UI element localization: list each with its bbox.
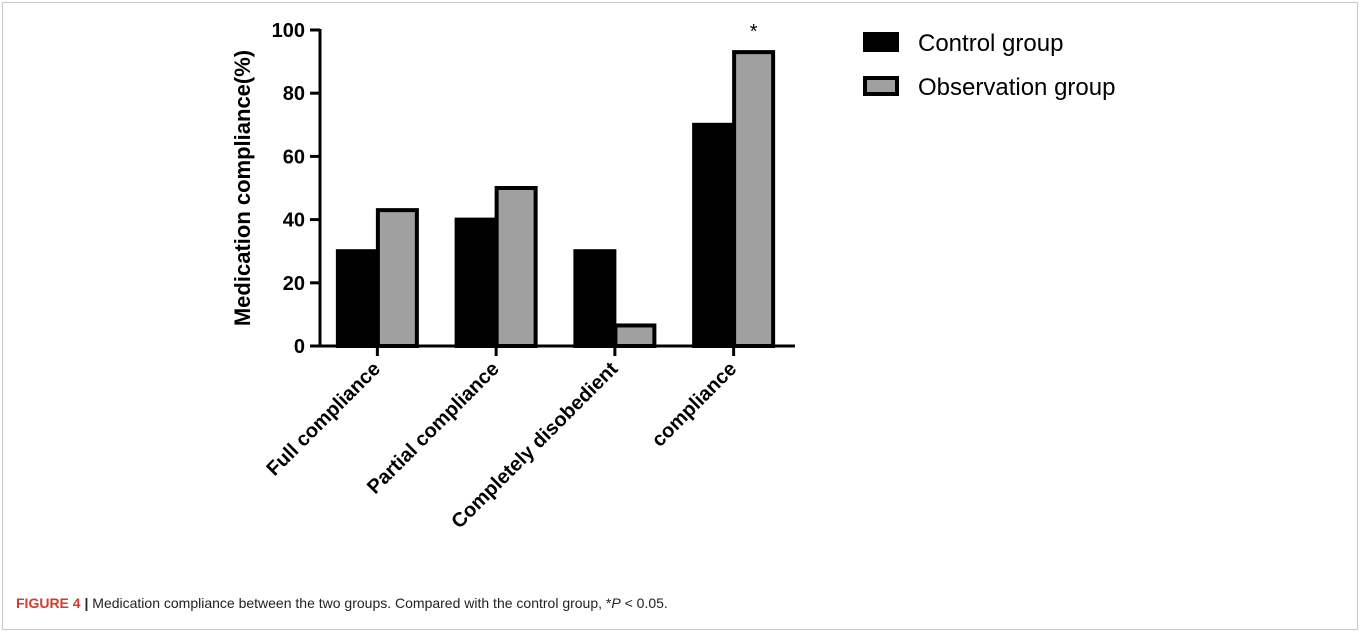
legend-label-0: Control group [918,30,1063,57]
bar-observation-1 [494,186,538,348]
bar-control-3 [692,122,736,348]
caption-figure-label: FIGURE 4 [16,595,81,611]
bar-control-2 [573,249,617,348]
y-axis-label: Medication compliance(%) [230,50,255,326]
legend-swatch-1 [863,76,899,96]
y-tick-label: 100 [272,20,305,42]
x-tick-label: Partial compliance [363,358,504,499]
y-tick-label: 60 [283,146,305,168]
bar-control-0 [335,249,379,348]
y-tick-label: 80 [283,83,305,105]
bar-observation-3 [732,50,776,349]
caption-separator: | [84,595,89,611]
figure-caption: FIGURE 4 | Medication compliance between… [16,595,668,611]
legend-swatch-0 [863,32,899,52]
y-tick-label: 0 [294,336,305,358]
y-tick-label: 40 [283,210,305,232]
caption-text-end: < 0.05. [620,595,668,611]
caption-text: Medication compliance between the two gr… [92,595,612,611]
significance-marker: * [750,21,758,43]
x-tick-label: Full compliance [262,358,384,480]
y-tick-label: 20 [283,273,305,295]
bar-control-1 [454,217,498,349]
caption-p-symbol: P [611,595,621,611]
bar-observation-0 [375,208,419,348]
x-tick-label: compliance [648,358,741,451]
bar-observation-2 [613,323,657,348]
legend-label-1: Observation group [918,74,1115,101]
